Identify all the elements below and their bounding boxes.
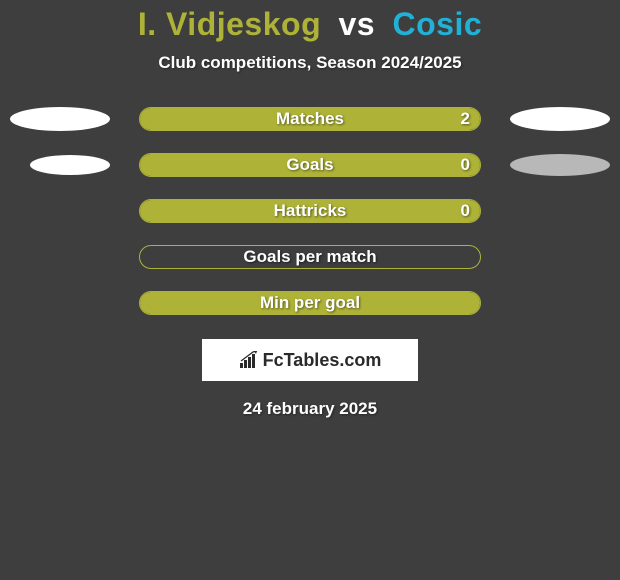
- chart-icon: [239, 351, 259, 369]
- right-marker-ellipse: [510, 154, 610, 176]
- stat-label: Min per goal: [260, 293, 360, 313]
- player2-name: Cosic: [392, 6, 482, 42]
- stat-bar: Goals per match: [139, 245, 481, 269]
- subtitle: Club competitions, Season 2024/2025: [158, 53, 461, 73]
- stats-card: I. Vidjeskog vs Cosic Club competitions,…: [0, 0, 620, 419]
- stat-value: 2: [461, 109, 470, 129]
- stat-row: Min per goal: [0, 291, 620, 315]
- stat-rows: Matches 2 Goals 0 Hattricks 0 Goals per match M…: [0, 107, 620, 315]
- stat-row: Goals per match: [0, 245, 620, 269]
- stat-bar: Hattricks 0: [139, 199, 481, 223]
- stat-value: 0: [461, 201, 470, 221]
- left-marker-ellipse: [10, 107, 110, 131]
- page-title: I. Vidjeskog vs Cosic: [138, 6, 482, 43]
- logo-text: FcTables.com: [263, 350, 382, 371]
- stat-value: 0: [461, 155, 470, 175]
- stat-bar: Goals 0: [139, 153, 481, 177]
- stat-label: Goals: [286, 155, 333, 175]
- stat-row: Goals 0: [0, 153, 620, 177]
- stat-label: Goals per match: [243, 247, 376, 267]
- stat-label: Matches: [276, 109, 344, 129]
- stat-row: Hattricks 0: [0, 199, 620, 223]
- left-marker-ellipse: [30, 155, 110, 175]
- date-label: 24 february 2025: [243, 399, 377, 419]
- vs-text: vs: [339, 6, 376, 42]
- stat-row: Matches 2: [0, 107, 620, 131]
- player1-name: I. Vidjeskog: [138, 6, 321, 42]
- stat-bar: Matches 2: [139, 107, 481, 131]
- right-marker-ellipse: [510, 107, 610, 131]
- stat-label: Hattricks: [274, 201, 347, 221]
- logo-box: FcTables.com: [202, 339, 418, 381]
- stat-bar: Min per goal: [139, 291, 481, 315]
